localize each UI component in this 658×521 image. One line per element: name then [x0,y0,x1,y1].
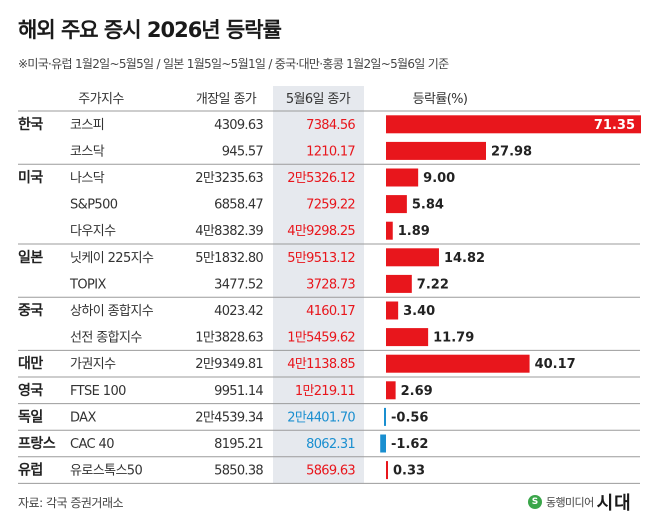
change-label: 14.82 [444,251,485,266]
change-label: 5.84 [412,198,444,213]
change-bar [386,328,429,347]
change-label: 2.69 [401,384,433,399]
country-label: 프랑스 [18,436,56,452]
change-bar [386,195,407,214]
column-header: 등락률(%) [413,92,468,107]
date-range-note: ※미국·유럽 1월2일~5월5일 / 일본 1월5일~5월1일 / 중국·대만·… [18,57,449,71]
may6-close-value: 5869.63 [306,464,355,479]
open-close-value: 1만3828.63 [195,331,263,346]
may6-close-value: 4160.17 [306,304,355,319]
change-bar [386,301,399,320]
may6-close-value: 4만1138.85 [287,357,355,372]
change-label: 1.89 [398,224,430,239]
change-label: 7.22 [417,277,449,292]
publisher-logo: S 동행미디어 시대 [528,489,632,515]
may6-close-value: 8062.31 [306,437,355,452]
may6-close-value: 5만9513.12 [287,251,355,266]
change-label: 0.33 [393,464,425,479]
change-bar [386,141,486,160]
country-label: 한국 [18,117,43,133]
may6-close-value: 1만5459.62 [287,331,355,346]
may6-close-value: 2만4401.70 [287,410,355,425]
open-close-value: 9951.14 [214,384,263,399]
open-close-value: 5만1832.80 [195,251,263,266]
open-close-value: 4만8382.39 [195,224,263,239]
may6-close-value: 4만9298.25 [287,224,355,239]
change-label: -0.56 [391,410,428,425]
column-header: 개장일 종가 [196,92,257,107]
open-close-value: 6858.47 [214,198,263,213]
index-name: 가권지수 [70,357,116,372]
highlight-column [273,86,364,484]
may6-close-value: 2만5326.12 [287,171,355,186]
change-label: -1.62 [391,437,428,452]
country-label: 유럽 [18,463,43,479]
country-label: 영국 [18,382,43,399]
may6-close-value: 1210.17 [306,144,355,159]
source-note: 자료: 각국 증권거래소 [18,496,124,510]
change-label: 9.00 [423,171,455,186]
change-bar [386,248,439,267]
index-name: 상하이 종합지수 [70,304,154,319]
open-close-value: 2만4539.34 [195,410,263,425]
index-name: 다우지수 [70,224,116,239]
country-label: 대만 [18,356,43,372]
open-close-value: 945.57 [222,144,264,159]
open-close-value: 8195.21 [214,437,263,452]
index-name: 유로스톡스50 [70,464,142,479]
index-name: 나스닥 [70,171,105,186]
open-close-value: 2만9349.81 [195,357,263,372]
column-header: 주가지수 [78,92,124,107]
index-name: 닛케이 225지수 [70,251,154,266]
index-name: FTSE 100 [70,384,126,399]
change-label: 27.98 [491,144,532,159]
country-label: 일본 [18,250,43,266]
logo-prefix: 동행미디어 [546,496,594,509]
column-header: 5월6일 종가 [286,92,351,107]
open-close-value: 4309.63 [214,118,263,133]
open-close-value: 4023.42 [214,304,263,319]
index-name: CAC 40 [70,437,114,452]
index-name: DAX [70,410,96,425]
logo-main: 시대 [596,493,632,514]
change-bar [386,381,396,400]
change-bar [386,274,412,293]
open-close-value: 2만3235.63 [195,171,263,186]
change-label: 11.79 [433,331,474,346]
change-bar [386,115,641,134]
may6-close-value: 1만219.11 [295,384,356,399]
logo-icon: S [528,495,542,509]
change-bar [386,461,388,480]
change-bar [383,407,386,426]
change-label: 3.40 [403,304,435,319]
may6-close-value: 3728.73 [306,277,355,292]
index-name: 선전 종합지수 [70,331,142,346]
change-bar [386,221,393,240]
country-label: 독일 [18,409,43,425]
index-name: S&P500 [70,198,118,213]
change-bar [380,434,386,453]
chart-title: 해외 주요 증시 2026년 등락률 [18,18,282,42]
may6-close-value: 7384.56 [306,118,355,133]
open-close-value: 3477.52 [214,277,263,292]
change-bar [386,354,530,373]
country-label: 미국 [18,170,43,186]
index-name: 코스닥 [70,144,105,159]
change-label: 71.35 [594,118,635,133]
index-name: TOPIX [69,277,106,292]
change-label: 40.17 [535,357,576,372]
change-bar [386,168,419,187]
index-name: 코스피 [70,118,104,133]
country-label: 중국 [18,303,43,319]
may6-close-value: 7259.22 [306,198,355,213]
open-close-value: 5850.38 [214,464,263,479]
